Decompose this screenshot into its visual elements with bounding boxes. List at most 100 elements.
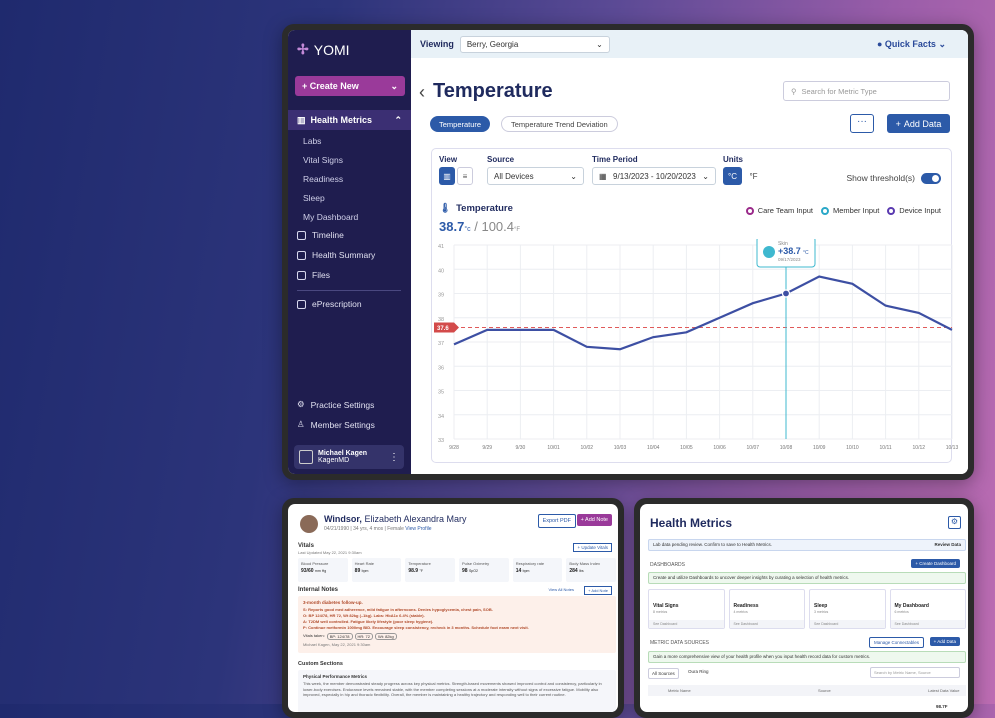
chart-card: View ▥ ≡ Source All Devices ⌄ Time Period…: [431, 148, 958, 463]
x-tick-label: 10/12: [913, 445, 926, 451]
logo-text: YOMI: [313, 41, 350, 58]
sidebar-item-label: Member Settings: [310, 419, 375, 430]
back-chevron-icon[interactable]: ‹: [419, 82, 425, 102]
ppm-title: Physical Performance Metrics: [303, 674, 368, 679]
sidebar-sub-vital-signs[interactable]: Vital Signs: [303, 155, 344, 165]
chart-icon: ▥: [297, 114, 306, 125]
list-view-button[interactable]: ≡: [457, 167, 473, 185]
chevron-down-icon: ⌄: [570, 171, 577, 181]
see-dashboard-link[interactable]: See Dashboard: [890, 620, 965, 628]
patient-meta: 04/21/1990 | 34 yrs, 4 mos | Female View…: [324, 526, 432, 532]
logo-icon: ✢: [297, 41, 309, 57]
create-new-button[interactable]: + Create New ⌄: [295, 76, 405, 96]
chart-title: 🌡︎ Temperature: [439, 203, 513, 214]
see-dashboard-link[interactable]: See Dashboard: [810, 620, 885, 628]
sidebar-item-health-metrics[interactable]: ▥ Health Metrics ⌃: [288, 110, 411, 130]
source-label: Source: [487, 155, 515, 164]
value-fahrenheit: 100.4: [481, 219, 515, 234]
add-data-small-button[interactable]: + Add Data: [929, 637, 960, 646]
sidebar-sub-sleep[interactable]: Sleep: [303, 193, 325, 203]
custom-sections-heading: Custom Sections: [298, 661, 343, 667]
quick-facts-button[interactable]: ● Quick Facts ⌄: [876, 39, 946, 49]
x-tick-label: 10/03: [614, 445, 627, 451]
patient-name: Windsor, Elizabeth Alexandra Mary: [324, 514, 467, 524]
vital-cell: Respiratory rate 14 bpm: [512, 558, 563, 582]
y-tick-label: 36: [438, 365, 444, 371]
dashboard-card[interactable]: My Dashboard 6 metrics See Dashboard: [889, 589, 966, 629]
x-tick-label: 10/08: [780, 445, 793, 451]
view-all-notes-link[interactable]: View All Notes: [548, 587, 575, 592]
vital-chip: BP: 124/78: [326, 633, 353, 640]
show-threshold-toggle[interactable]: [921, 173, 941, 184]
y-tick-label: 34: [438, 414, 444, 420]
vital-value: 93/60: [301, 568, 314, 574]
dashboard-card-title: My Dashboard: [894, 603, 929, 609]
content-area: Viewing Berry, Georgia ⌄ ● Quick Facts ⌄ …: [411, 30, 968, 474]
note-line: O: BP 124/78, HR 72, Wt 82kg (–1kg). Lab…: [303, 613, 425, 618]
unit-fahrenheit-suffix: °F: [514, 227, 521, 233]
sidebar-item-practice-settings[interactable]: ⚙ Practice Settings: [297, 399, 374, 410]
vital-chip: Wt: 82kg: [374, 633, 397, 640]
chevron-down-icon: ⌄: [390, 80, 398, 91]
source-select[interactable]: All Devices ⌄: [487, 167, 584, 185]
vital-label: Blood Pressure: [301, 561, 329, 566]
table-header: Metric Name Source Latest Data Value: [648, 685, 966, 696]
vital-unit: °F: [419, 569, 424, 573]
sidebar-item-health-summary[interactable]: Health Summary: [297, 250, 375, 260]
tooltip: Skin+38.7 °C09/17/2023: [756, 239, 816, 268]
dashboard-card[interactable]: Sleep 3 metrics See Dashboard: [809, 589, 886, 629]
search-icon: ⚲: [791, 86, 797, 96]
more-options-button[interactable]: ···: [850, 114, 874, 133]
search-input[interactable]: ⚲ Search for Metric Type: [783, 81, 950, 101]
sidebar-sub-readiness[interactable]: Readiness: [303, 174, 344, 184]
add-note-button[interactable]: + Add Note: [576, 514, 612, 526]
sidebar-item-label: Health Metrics: [310, 115, 373, 125]
sidebar-item-files[interactable]: Files: [297, 270, 330, 280]
sidebar-item-timeline[interactable]: Timeline: [297, 230, 344, 240]
sidebar-sub-labs[interactable]: Labs: [303, 136, 322, 146]
view-label: View: [439, 155, 458, 164]
dashboard-card[interactable]: Readiness 4 metrics See Dashboard: [728, 589, 805, 629]
vital-cell: Body Mass Index 284 lbs: [566, 558, 617, 582]
vital-unit: SpO2: [468, 569, 478, 573]
see-dashboard-link[interactable]: See Dashboard: [729, 620, 804, 628]
sidebar-item-eprescription[interactable]: ePrescription: [297, 299, 362, 309]
update-vitals-button[interactable]: + Update Vitals: [573, 543, 612, 552]
user-menu[interactable]: Michael Kagen KagenMD ⋮: [294, 445, 404, 469]
vital-value: 284: [569, 568, 578, 574]
more-vertical-icon[interactable]: ⋮: [389, 451, 399, 463]
dashboard-card[interactable]: Vital Signs 8 metrics See Dashboard: [648, 589, 725, 629]
export-pdf-button[interactable]: Export PDF: [537, 514, 576, 528]
quick-facts-label: Quick Facts: [884, 39, 936, 49]
vitals-taken-row: Vitals taken: BP: 124/78 HR: 72 Wt: 82kg: [303, 633, 397, 640]
sources-tip-banner: Gain a more comprehensive view of your h…: [648, 651, 966, 663]
chart-view-button[interactable]: ▥: [439, 167, 455, 185]
time-period-select[interactable]: ▦ 9/13/2023 - 10/20/2023 ⌄: [592, 167, 716, 185]
gear-icon: ⚙: [297, 399, 305, 409]
add-note-small-button[interactable]: + Add Note: [584, 586, 612, 595]
tab-temperature[interactable]: Temperature: [430, 116, 491, 132]
manage-connectables-button[interactable]: Manage Connectables: [868, 637, 924, 648]
avatar: [300, 515, 318, 533]
tab-oura-ring[interactable]: Oura Ring: [688, 669, 709, 674]
settings-gear-icon[interactable]: ⚙: [948, 516, 961, 529]
sidebar-sub-my-dashboard[interactable]: My Dashboard: [303, 212, 359, 222]
review-data-link[interactable]: Review Data: [934, 542, 961, 547]
see-dashboard-link[interactable]: See Dashboard: [649, 620, 724, 628]
note-card: 3-month diabetes follow-up. S: Reports g…: [298, 596, 616, 653]
tab-all-sources[interactable]: All Sources: [648, 668, 679, 679]
sidebar-item-member-settings[interactable]: ♙ Member Settings: [297, 419, 375, 430]
tab-temperature-trend-deviation[interactable]: Temperature Trend Deviation: [501, 116, 618, 132]
metric-search-input[interactable]: Search by Metric Name, Source: [870, 667, 960, 678]
person-icon: ♙: [297, 419, 305, 429]
unit-fahrenheit-button[interactable]: °F: [749, 171, 758, 181]
user-handle: KagenMD: [318, 457, 350, 464]
unit-celsius-suffix: °c: [464, 226, 471, 233]
add-data-button[interactable]: + Add Data: [887, 114, 950, 133]
viewing-select[interactable]: Berry, Georgia ⌄: [459, 35, 610, 53]
view-profile-link[interactable]: View Profile: [405, 526, 432, 532]
patient-last-name: Windsor,: [324, 514, 362, 524]
unit-celsius-button[interactable]: °C: [723, 167, 742, 185]
create-dashboard-button[interactable]: + Create Dashboard: [911, 559, 960, 568]
units-label: Units: [723, 155, 743, 164]
